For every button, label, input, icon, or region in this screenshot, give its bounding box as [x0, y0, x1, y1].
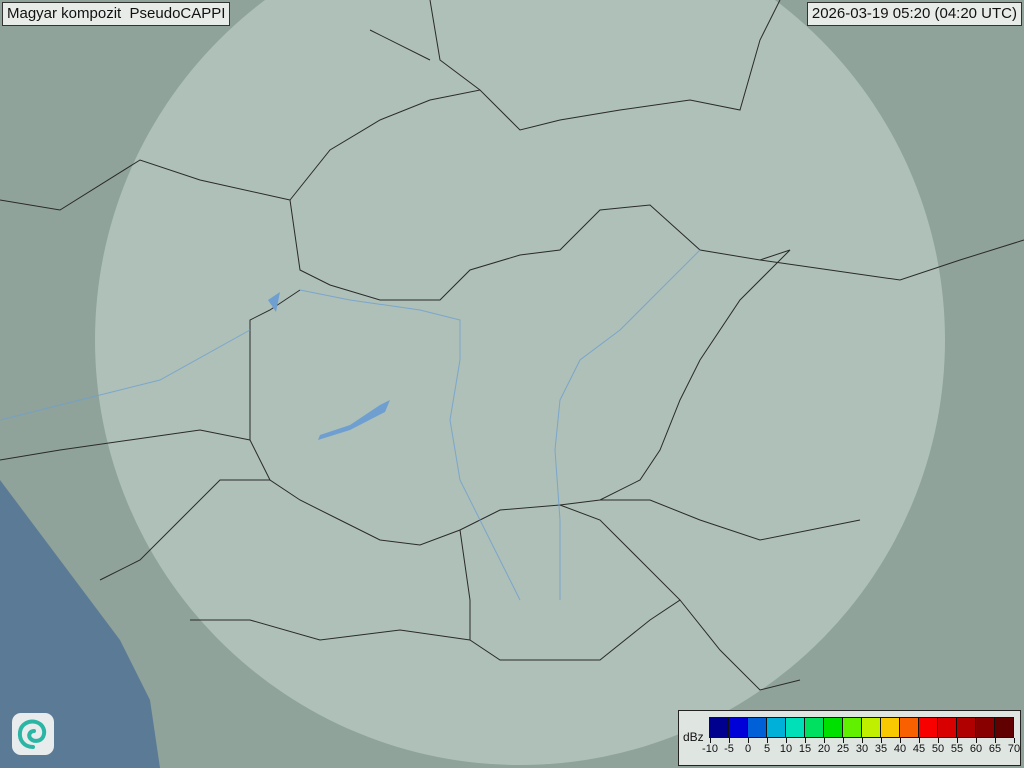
tick-label: 40	[893, 743, 907, 755]
color-cell	[957, 718, 976, 737]
color-cell	[862, 718, 881, 737]
tick-mark	[786, 738, 787, 743]
tick-label: 5	[763, 743, 771, 755]
tick-label: 50	[931, 743, 945, 755]
color-cell	[767, 718, 786, 737]
tick-label: -10	[702, 743, 718, 755]
tick-mark	[919, 738, 920, 743]
color-cell	[824, 718, 843, 737]
adriatic-sea	[0, 480, 160, 768]
legend-ticks: -10 -5 0 5 10 15 20 25 30 35 40 45 50 55 60 65 70	[702, 738, 1020, 764]
color-cell	[729, 718, 748, 737]
lake-neusiedl	[268, 292, 280, 312]
tick-label: 35	[874, 743, 888, 755]
tick-mark	[824, 738, 825, 743]
tick-label: 0	[744, 743, 752, 755]
color-cell	[748, 718, 767, 737]
tick-label: 10	[779, 743, 793, 755]
country-borders	[0, 0, 1024, 691]
color-cell	[995, 718, 1013, 737]
tick-mark	[862, 738, 863, 743]
tick-mark	[710, 738, 711, 743]
tick-mark	[881, 738, 882, 743]
swirl-logo-icon	[12, 713, 54, 755]
tick-label: 70	[1007, 743, 1021, 755]
color-cell	[881, 718, 900, 737]
tick-mark	[976, 738, 977, 743]
tick-mark	[957, 738, 958, 743]
color-cell	[976, 718, 995, 737]
legend-unit: dBz	[683, 730, 704, 744]
tick-mark	[900, 738, 901, 743]
tick-mark	[843, 738, 844, 743]
product-title: Magyar kompozit PseudoCAPPI	[2, 2, 231, 26]
tick-label: -5	[724, 743, 734, 755]
radar-coverage-area	[95, 0, 945, 765]
tick-label: 30	[855, 743, 869, 755]
tick-label: 65	[988, 743, 1002, 755]
color-cell	[710, 718, 729, 737]
tick-mark	[805, 738, 806, 743]
color-scale	[709, 717, 1014, 738]
color-cell	[919, 718, 938, 737]
lake-balaton	[318, 400, 390, 440]
color-cell	[900, 718, 919, 737]
color-cell	[843, 718, 862, 737]
tick-label: 20	[817, 743, 831, 755]
dbz-legend: dBz -10 -5 0 5 10 15 20 25 30 35 40 45 50 55 60 65 70	[678, 710, 1021, 766]
tick-label: 60	[969, 743, 983, 755]
color-cell	[938, 718, 957, 737]
tick-mark	[1014, 738, 1015, 743]
timestamp: 2026-03-19 05:20 (04:20 UTC)	[806, 2, 1022, 26]
rivers	[0, 249, 701, 601]
color-cell	[786, 718, 805, 737]
tick-mark	[748, 738, 749, 743]
tick-label: 55	[950, 743, 964, 755]
tick-label: 45	[912, 743, 926, 755]
color-cell	[805, 718, 824, 737]
tick-mark	[938, 738, 939, 743]
tick-label: 15	[798, 743, 812, 755]
tick-mark	[729, 738, 730, 743]
tick-mark	[767, 738, 768, 743]
tick-label: 25	[836, 743, 850, 755]
tick-mark	[995, 738, 996, 743]
